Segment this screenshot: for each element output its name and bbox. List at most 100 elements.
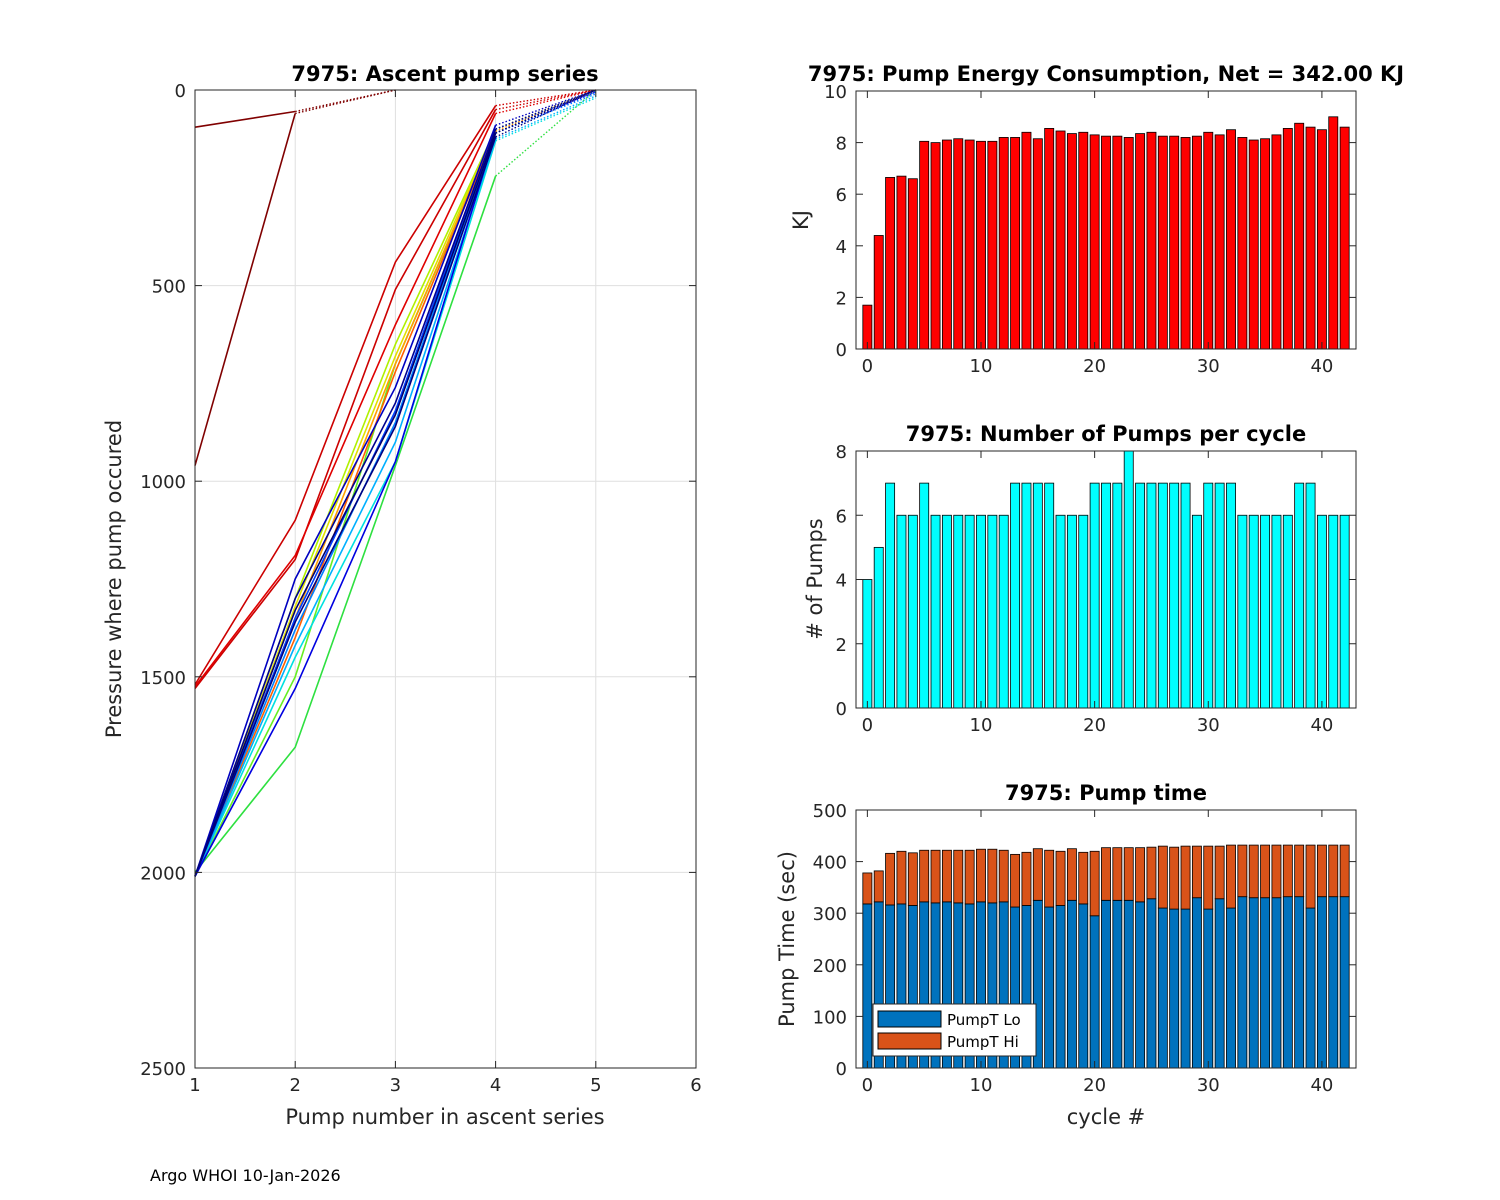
pumps-bar [1066, 514, 1077, 709]
energy-ytick-label: 0 [836, 340, 847, 361]
ascent-series-line [194, 132, 497, 877]
ascent-ytick-label: 1000 [140, 472, 186, 493]
pumptime-bar-hi [896, 850, 907, 905]
pumps-bar [1112, 482, 1123, 709]
pumptime-bar-lo [1123, 899, 1134, 1069]
pumps-bar [873, 546, 884, 709]
pumptime-bar-lo [1066, 899, 1077, 1069]
pumptime-bar-lo [1055, 905, 1066, 1069]
pumptime-xlabel: cycle # [1067, 1105, 1146, 1129]
energy-xtick-label: 10 [970, 356, 993, 377]
footer-text: Argo WHOI 10-Jan-2026 [150, 1166, 341, 1185]
ascent-xtick-label: 4 [490, 1075, 501, 1096]
energy-bar [1260, 138, 1271, 350]
energy-bar [1339, 126, 1350, 350]
pumptime-bar-hi [964, 849, 975, 905]
ascent-series-line [194, 124, 497, 877]
energy-bar [1010, 137, 1021, 350]
pumptime-ytick-label: 500 [813, 801, 847, 822]
energy-bar [1089, 134, 1100, 350]
energy-bar [1180, 137, 1191, 350]
energy-bar [873, 235, 884, 350]
pumptime-bar-lo [1226, 907, 1236, 1069]
pumptime-ylabel: Pump Time (sec) [775, 851, 799, 1027]
pumps-bar [987, 514, 998, 709]
ascent-series-line [194, 136, 497, 877]
ascent-series-line [194, 132, 497, 877]
energy-bar [919, 140, 930, 350]
energy-chart: 0 10 20 30 40 0 2 4 6 8 10 7975: Pump Energy Consu… [789, 62, 1404, 377]
ascent-series-dotted [295, 89, 396, 113]
pumptime-bar-lo [1214, 898, 1225, 1069]
pumptime-bar-lo [1260, 897, 1271, 1069]
ascent-ytick-label: 2000 [140, 863, 186, 884]
pumptime-bar-hi [1191, 845, 1202, 899]
energy-bar [1112, 135, 1123, 350]
pumps-bar [885, 482, 896, 709]
pumps-bar [862, 579, 873, 709]
pumptime-bar-lo [1135, 901, 1146, 1069]
energy-title: 7975: Pump Energy Consumption, Net = 342… [808, 62, 1404, 86]
pumptime-bar-lo [1282, 896, 1293, 1069]
ascent-series-dotted [495, 89, 597, 126]
ascent-series-line [194, 132, 497, 877]
pumps-ytick-label: 2 [836, 635, 847, 656]
ascent-xtick-label: 3 [390, 1075, 401, 1096]
energy-xtick-label: 20 [1083, 356, 1106, 377]
pumptime-bar-lo [1112, 899, 1123, 1069]
pumptime-ytick-label: 0 [836, 1059, 847, 1080]
energy-bar [1305, 126, 1316, 350]
pumptime-bar-hi [1089, 850, 1100, 917]
pumptime-bar-hi [862, 872, 873, 905]
pumptime-ytick-label: 400 [813, 853, 847, 874]
pumptime-bar-lo [1339, 896, 1350, 1069]
pumptime-xtick-label: 20 [1083, 1075, 1106, 1096]
ascent-ticks: 1 2 3 4 5 6 0 500 1000 1500 2000 2500 [140, 81, 702, 1096]
energy-ytick-label: 10 [824, 82, 847, 103]
energy-bar [907, 178, 918, 350]
energy-bar [1032, 138, 1043, 350]
legend-label-pumpt-hi: PumpT Hi [947, 1033, 1019, 1051]
energy-bar [1066, 133, 1077, 350]
pumptime-bar-hi [1316, 844, 1327, 898]
pumptime-title: 7975: Pump time [1005, 781, 1207, 805]
pumps-bar [1021, 482, 1032, 709]
pumps-bar [1123, 450, 1134, 709]
pumps-bar [998, 514, 1009, 709]
ascent-xtick-label: 6 [690, 1075, 701, 1096]
pumps-ylabel: # of Pumps [803, 518, 827, 640]
ascent-chart: 1 2 3 4 5 6 0 500 1000 1500 2000 2500 7975: Ascent … [102, 62, 702, 1129]
energy-bar [987, 140, 998, 350]
pumps-bar [896, 514, 907, 709]
energy-bar [1101, 135, 1111, 350]
pumptime-ytick-label: 100 [813, 1007, 847, 1028]
ascent-series-dotted [495, 89, 597, 134]
energy-bar [885, 177, 896, 350]
pumptime-bar-hi [1180, 845, 1191, 910]
pumptime-axes-box [855, 809, 1357, 1069]
energy-bar [1123, 137, 1134, 350]
pumptime-bar-lo [1316, 896, 1327, 1069]
ascent-series-dotted [495, 89, 597, 177]
pumps-bar [1191, 514, 1202, 709]
pumptime-bar-hi [1282, 844, 1293, 898]
pumptime-bar-lo [1101, 899, 1111, 1069]
ascent-ytick-label: 1500 [140, 668, 186, 689]
pumps-bar [1214, 482, 1225, 709]
energy-bar [998, 137, 1009, 350]
ascent-series-line [194, 113, 497, 688]
pumptime-bar-hi [1339, 844, 1350, 898]
legend-swatch-pumpt-hi [877, 1032, 942, 1050]
energy-bar [1078, 131, 1089, 350]
pumps-xtick-label: 30 [1197, 715, 1220, 736]
pumps-bar [907, 514, 918, 709]
ascent-xtick-label: 1 [189, 1075, 200, 1096]
pumptime-xtick-label: 40 [1310, 1075, 1333, 1096]
pumps-ytick-label: 0 [836, 699, 847, 720]
energy-xtick-label: 40 [1310, 356, 1333, 377]
pumptime-bar-lo [1328, 896, 1339, 1069]
pumptime-bar-hi [998, 849, 1009, 903]
